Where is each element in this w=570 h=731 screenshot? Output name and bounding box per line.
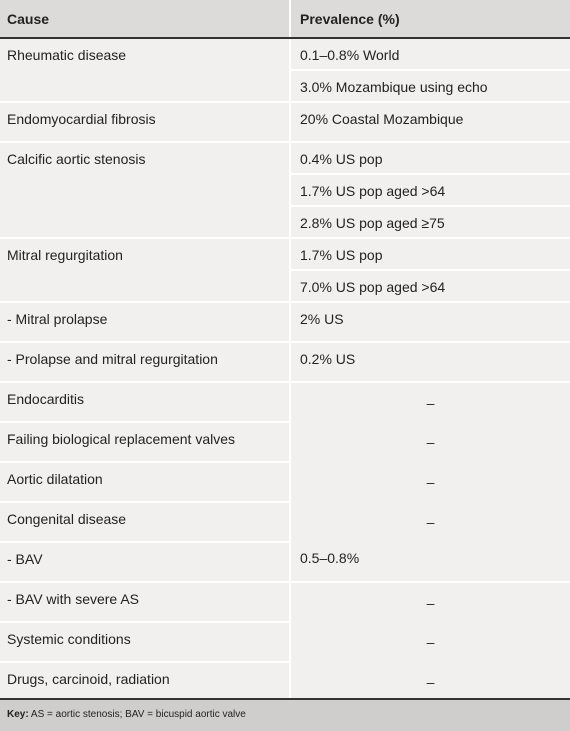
cause-cell: - BAV	[0, 542, 291, 583]
table-header-row: Cause Prevalence (%)	[0, 0, 570, 39]
prevalence-cell: 2.8% US pop aged ≥75	[290, 206, 570, 239]
cause-cell: Endocarditis	[0, 382, 291, 423]
table-row: Failing biological replacement valves –	[0, 422, 570, 463]
table-row: Endocarditis –	[0, 382, 570, 423]
prevalence-cell: 2% US	[290, 302, 570, 343]
prevalence-empty-cell: –	[290, 662, 570, 702]
prevalence-cell: 0.2% US	[290, 342, 570, 383]
prevalence-cell: 20% Coastal Mozambique	[290, 102, 570, 143]
table-row: 2.8% US pop aged ≥75	[0, 206, 570, 239]
table-row: 3.0% Mozambique using echo	[0, 70, 570, 103]
table-row: - Prolapse and mitral regurgitation 0.2% …	[0, 342, 570, 383]
prevalence-cell: 0.4% US pop	[290, 142, 570, 175]
table-row: 7.0% US pop aged >64	[0, 270, 570, 303]
cause-cell: - Mitral prolapse	[0, 302, 291, 343]
header-cause: Cause	[0, 0, 290, 39]
cause-cell: Systemic conditions	[0, 622, 291, 663]
prevalence-cell: 0.1–0.8% World	[290, 38, 570, 71]
key-label: Key:	[7, 709, 29, 720]
table-row: - BAV with severe AS –	[0, 582, 570, 623]
prevalence-cell: 0.5–0.8%	[290, 542, 570, 583]
table-row: Systemic conditions –	[0, 622, 570, 663]
table-key: Key: AS = aortic stenosis; BAV = bicuspi…	[0, 698, 570, 731]
key-text: AS = aortic stenosis; BAV = bicuspid aor…	[30, 709, 246, 720]
prevalence-empty-cell: –	[290, 502, 570, 542]
prevalence-empty-cell: –	[290, 422, 570, 462]
cause-cell: Aortic dilatation	[0, 462, 291, 503]
cause-cell: Calcific aortic stenosis	[0, 142, 291, 239]
table-row: Rheumatic disease 0.1–0.8% World	[0, 38, 570, 103]
cause-cell: Drugs, carcinoid, radiation	[0, 662, 291, 702]
cause-cell: Endomyocardial fibrosis	[0, 102, 291, 143]
cause-cell: - BAV with severe AS	[0, 582, 291, 623]
prevalence-cell: 3.0% Mozambique using echo	[290, 70, 570, 103]
table-row: - BAV 0.5–0.8%	[0, 542, 570, 583]
prevalence-cell: 1.7% US pop aged >64	[290, 174, 570, 207]
prevalence-cell: 7.0% US pop aged >64	[290, 270, 570, 303]
table-row: Calcific aortic stenosis 0.4% US pop	[0, 142, 570, 239]
cause-cell: Rheumatic disease	[0, 38, 291, 103]
table-row: Drugs, carcinoid, radiation –	[0, 662, 570, 702]
prevalence-empty-cell: –	[290, 582, 570, 622]
table-row: Aortic dilatation –	[0, 462, 570, 503]
header-prevalence: Prevalence (%)	[289, 0, 570, 39]
table-row: - Mitral prolapse 2% US	[0, 302, 570, 343]
cause-cell: Mitral regurgitation	[0, 238, 291, 303]
prevalence-empty-cell: –	[290, 622, 570, 662]
table-body: Rheumatic disease 0.1–0.8% World 3.0% Moza…	[0, 38, 570, 702]
prevalence-empty-cell: –	[290, 382, 570, 422]
cause-cell: Failing biological replacement valves	[0, 422, 291, 463]
table-row: Congenital disease –	[0, 502, 570, 543]
table-row: Endomyocardial fibrosis 20% Coastal Mozam…	[0, 102, 570, 143]
prevalence-cell: 1.7% US pop	[290, 238, 570, 271]
table-row: Mitral regurgitation 1.7% US pop	[0, 238, 570, 303]
prevalence-empty-cell: –	[290, 462, 570, 502]
table-row: 1.7% US pop aged >64	[0, 174, 570, 207]
cause-cell: - Prolapse and mitral regurgitation	[0, 342, 291, 383]
cause-cell: Congenital disease	[0, 502, 291, 543]
prevalence-table: Cause Prevalence (%) Rheumatic disease 0.…	[0, 0, 570, 702]
